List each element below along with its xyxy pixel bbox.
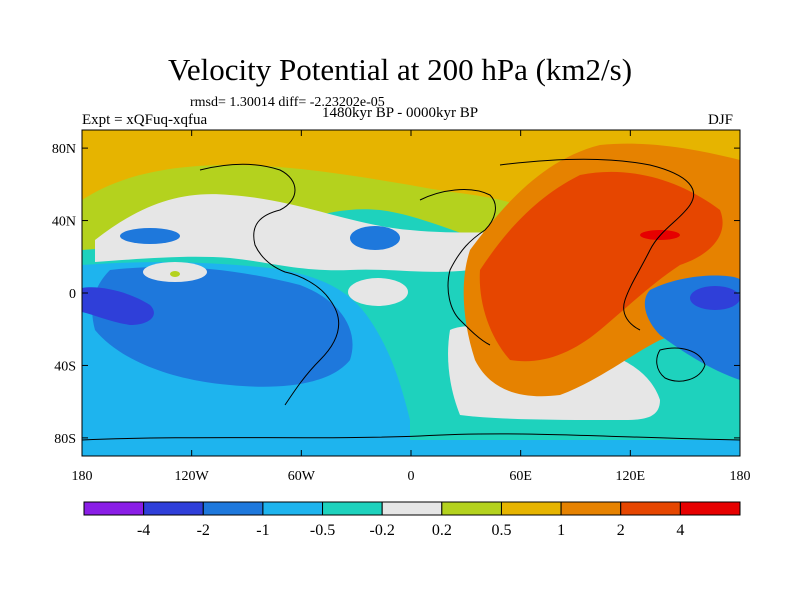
north-pacific-blue bbox=[120, 228, 180, 244]
atlantic-white-patch bbox=[348, 278, 408, 306]
colorbar-label: -0.2 bbox=[370, 522, 395, 539]
colorbar-swatch bbox=[143, 501, 204, 516]
x-tick-label: 180 bbox=[72, 469, 93, 484]
colorbar-swatch bbox=[83, 501, 145, 516]
colorbar-label: 1 bbox=[557, 522, 565, 539]
y-tick-label: 40S bbox=[54, 359, 76, 374]
antarctic-band bbox=[82, 440, 740, 456]
americas-coast bbox=[199, 163, 340, 406]
colorbar-label: 2 bbox=[617, 522, 625, 539]
colorbar-swatch bbox=[202, 501, 264, 516]
pacific-blue bbox=[92, 266, 353, 387]
colorbar-swatch bbox=[262, 501, 324, 516]
colorbar-label: -0.5 bbox=[310, 522, 335, 539]
west-pacific-dark-blue bbox=[690, 286, 740, 310]
colorbar-swatch bbox=[322, 501, 383, 516]
africa-europe-coast bbox=[419, 189, 496, 346]
colorbar-swatch bbox=[441, 501, 502, 516]
x-tick-label: 60W bbox=[288, 469, 316, 484]
y-tick-label: 40N bbox=[52, 215, 76, 230]
x-tick-label: 60E bbox=[509, 469, 532, 484]
colorbar-label: -1 bbox=[256, 522, 269, 539]
asia-red-orange bbox=[479, 171, 723, 362]
coastlines bbox=[82, 158, 740, 441]
colorbar-swatch bbox=[620, 501, 681, 516]
colorbar-label: -2 bbox=[197, 522, 210, 539]
antarctica-coast bbox=[82, 433, 740, 441]
colorbar-label: 4 bbox=[676, 522, 684, 539]
y-tick-label: 0 bbox=[69, 287, 76, 302]
north-atlantic-blue bbox=[350, 226, 400, 250]
experiment-label: Expt = xQFuq-xqfua bbox=[82, 112, 208, 128]
australia-coast bbox=[656, 347, 706, 382]
pacific-dark-blue bbox=[82, 287, 154, 325]
chart-title: Velocity Potential at 200 hPa (km2/s) bbox=[167, 52, 633, 87]
x-tick-label: 0 bbox=[408, 469, 415, 484]
stats-label: rmsd= 1.30014 diff= -2.23202e-05 bbox=[190, 95, 385, 110]
colorbar-label: 0.5 bbox=[491, 522, 511, 539]
asia-coast bbox=[499, 158, 695, 331]
colorbar-swatch bbox=[679, 501, 741, 516]
season-label: DJF bbox=[708, 112, 734, 128]
colorbar: -4 -2 -1 -0.5 -0.2 0.2 0.5 1 2 4 bbox=[83, 501, 741, 539]
period-label: 1480kyr BP - 0000kyr BP bbox=[322, 105, 479, 121]
northern-white-band bbox=[95, 194, 521, 272]
x-axis-ticks: 180 120W 60W 0 60E 120E 180 bbox=[72, 130, 751, 484]
x-tick-label: 180 bbox=[730, 469, 751, 484]
y-axis-ticks: 80N 40N 0 40S 80S bbox=[52, 142, 740, 447]
colorbar-label: 0.2 bbox=[432, 522, 452, 539]
colorbar-swatch bbox=[500, 501, 562, 516]
x-tick-label: 120W bbox=[175, 469, 210, 484]
y-tick-label: 80S bbox=[54, 432, 76, 447]
contour-field bbox=[82, 130, 740, 456]
colorbar-swatch bbox=[560, 501, 622, 516]
y-tick-label: 80N bbox=[52, 142, 76, 157]
x-tick-label: 120E bbox=[616, 469, 646, 484]
colorbar-swatch bbox=[381, 501, 443, 516]
pacific-green-dot bbox=[170, 271, 180, 277]
colorbar-label: -4 bbox=[137, 522, 150, 539]
